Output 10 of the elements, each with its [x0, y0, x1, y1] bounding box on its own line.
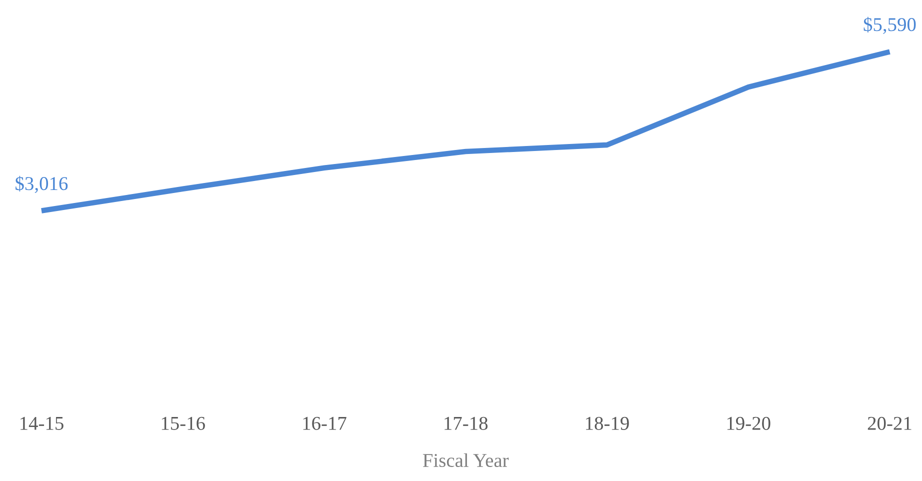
x-tick-label: 15-16: [162, 416, 205, 430]
data-label: $3,016: [16, 176, 68, 193]
x-tick-label: 20-21: [868, 416, 912, 430]
x-tick-label: 18-19: [586, 416, 629, 430]
x-tick-label: 17-18: [444, 416, 488, 430]
data-label: $5,590: [864, 16, 916, 34]
x-tick-label: 19-20: [727, 416, 770, 430]
x-axis-title: Fiscal Year: [422, 453, 509, 468]
x-tick-label: 14-15: [20, 416, 64, 430]
x-tick-label: 16-17: [303, 416, 346, 430]
